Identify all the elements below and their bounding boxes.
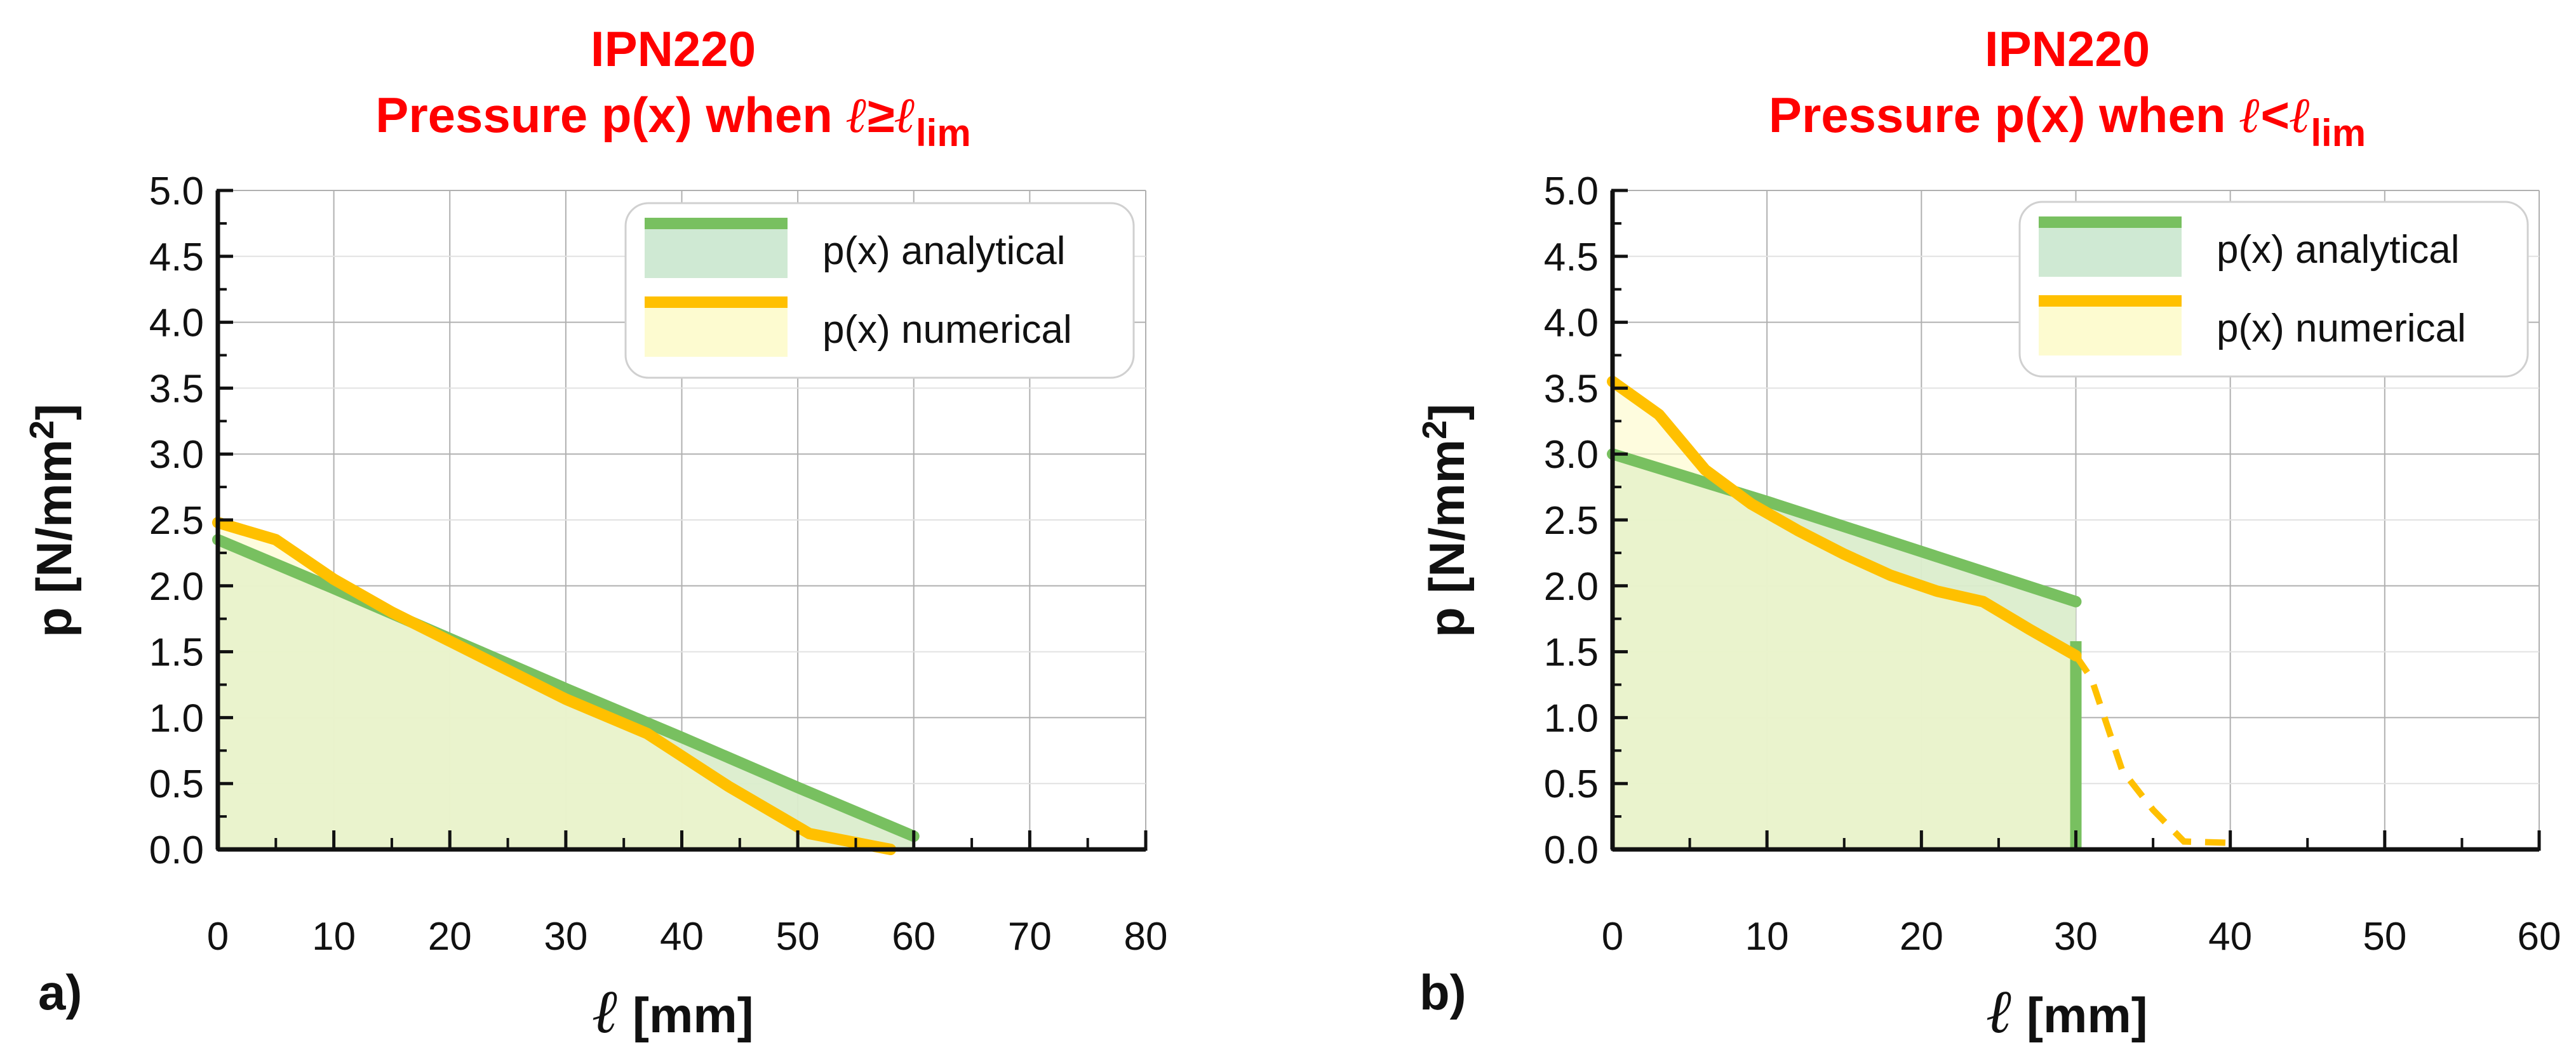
chart-b-xlabel: ℓ [mm] bbox=[1987, 975, 2147, 1047]
chart-b-ytick-label-4.5: 4.5 bbox=[1544, 236, 1599, 279]
chart-b-ytick-label-0.5: 0.5 bbox=[1544, 762, 1599, 806]
chart-b-xtick-label-50: 50 bbox=[2363, 915, 2406, 959]
chart-a-xtick-label-30: 30 bbox=[544, 915, 587, 959]
chart-panel-b: IPN220 Pressure p(x) when ℓ<ℓlim 0.0 0.5 1… bbox=[1416, 21, 2561, 1047]
chart-a-xtick-label-10: 10 bbox=[312, 915, 356, 959]
chart-b-xtick-label-30: 30 bbox=[2054, 915, 2098, 959]
legend-a-analytical-swatch-fill bbox=[645, 223, 788, 278]
legend-a-numerical-swatch-fill bbox=[645, 302, 788, 357]
chart-a-xtick-label-70: 70 bbox=[1008, 915, 1052, 959]
chart-a-legend: p(x) analytical p(x) numerical bbox=[624, 202, 1135, 379]
chart-a-ytick-label-3.5: 3.5 bbox=[149, 367, 204, 411]
chart-b-xtick-label-40: 40 bbox=[2208, 915, 2252, 959]
chart-b-ytick-label-5.0: 5.0 bbox=[1544, 170, 1599, 213]
legend-a-analytical-label: p(x) analytical bbox=[822, 229, 1065, 273]
chart-b-ytick-label-2.5: 2.5 bbox=[1544, 499, 1599, 543]
chart-b-ytick-label-2.0: 2.0 bbox=[1544, 565, 1599, 609]
chart-a-ytick-label-4.0: 4.0 bbox=[149, 302, 204, 345]
chart-a-ytick-label-1.5: 1.5 bbox=[149, 631, 204, 675]
chart-a-ytick-label-3.0: 3.0 bbox=[149, 433, 204, 477]
chart-b-numerical-dashed-line bbox=[2073, 653, 2231, 846]
chart-b-xtick-label-0: 0 bbox=[1602, 915, 1623, 959]
chart-a-xlabel: ℓ [mm] bbox=[593, 975, 753, 1047]
legend-a-numerical-label: p(x) numerical bbox=[822, 308, 1072, 352]
chart-b-ytick-label-1.0: 1.0 bbox=[1544, 696, 1599, 740]
chart-b-numerical-line bbox=[1607, 376, 2082, 662]
chart-a-subtitle: Pressure p(x) when ℓ≥ℓlim bbox=[375, 86, 970, 154]
chart-a-ytick-label-5.0: 5.0 bbox=[149, 170, 204, 213]
chart-b-xtick-label-60: 60 bbox=[2518, 915, 2561, 959]
chart-a-ytick-label-2.5: 2.5 bbox=[149, 499, 204, 543]
legend-b-analytical-label: p(x) analytical bbox=[2217, 228, 2459, 272]
chart-a-ytick-label-4.5: 4.5 bbox=[149, 236, 204, 279]
chart-b-title: IPN220 bbox=[1985, 21, 2150, 77]
chart-b-plot: 0.0 0.5 1.0 1.5 2.0 2.5 3.0 3.5 4.0 4.5 5.0 0 10 20 30… bbox=[1544, 170, 2561, 959]
chart-b-legend: p(x) analytical p(x) numerical bbox=[2018, 201, 2529, 378]
panel-label-a: a) bbox=[38, 964, 82, 1020]
chart-a-ytick-label-0.0: 0.0 bbox=[149, 828, 204, 872]
chart-b-analytical-line bbox=[1607, 448, 2082, 608]
chart-a-ytick-label-2.0: 2.0 bbox=[149, 565, 204, 609]
chart-b-ytick-label-3.5: 3.5 bbox=[1544, 367, 1599, 411]
chart-b-ytick-label-4.0: 4.0 bbox=[1544, 302, 1599, 345]
chart-a-xtick-label-40: 40 bbox=[660, 915, 704, 959]
panel-label-b: b) bbox=[1419, 964, 1466, 1020]
legend-b-numerical-label: p(x) numerical bbox=[2217, 307, 2466, 350]
chart-b-xtick-label-10: 10 bbox=[1745, 915, 1789, 959]
chart-b-ylabel: p [N/mm2] bbox=[1416, 404, 1475, 637]
chart-a-xtick-label-80: 80 bbox=[1124, 915, 1168, 959]
legend-b-analytical-swatch-fill bbox=[2039, 222, 2182, 277]
chart-b-ytick-label-1.5: 1.5 bbox=[1544, 631, 1599, 675]
chart-a-ylabel: p [N/mm2] bbox=[23, 404, 82, 637]
chart-b-ytick-label-0.0: 0.0 bbox=[1544, 828, 1599, 872]
chart-a-xtick-label-50: 50 bbox=[776, 915, 820, 959]
chart-b-overlap-area bbox=[1613, 454, 2076, 849]
chart-a-analytical-line bbox=[212, 534, 920, 842]
chart-panel-a: IPN220 Pressure p(x) when ℓ≥ℓlim 0.0 0.5 1… bbox=[23, 21, 1167, 1047]
chart-a-xtick-label-0: 0 bbox=[207, 915, 229, 959]
chart-b-subtitle: Pressure p(x) when ℓ<ℓlim bbox=[1769, 86, 2366, 154]
chart-b-xtick-label-20: 20 bbox=[1900, 915, 1943, 959]
chart-a-numerical-line bbox=[212, 517, 897, 855]
chart-a-ytick-label-0.5: 0.5 bbox=[149, 762, 204, 806]
chart-a-title: IPN220 bbox=[591, 21, 756, 77]
chart-a-plot: 0.0 0.5 1.0 1.5 2.0 2.5 3.0 3.5 4.0 4.5 5.0 0 10 20 30… bbox=[149, 170, 1168, 959]
chart-b-ytick-label-3.0: 3.0 bbox=[1544, 433, 1599, 477]
chart-a-ytick-label-1.0: 1.0 bbox=[149, 696, 204, 740]
chart-a-xtick-label-60: 60 bbox=[892, 915, 936, 959]
legend-b-numerical-swatch-fill bbox=[2039, 301, 2182, 356]
chart-a-xtick-label-20: 20 bbox=[428, 915, 472, 959]
